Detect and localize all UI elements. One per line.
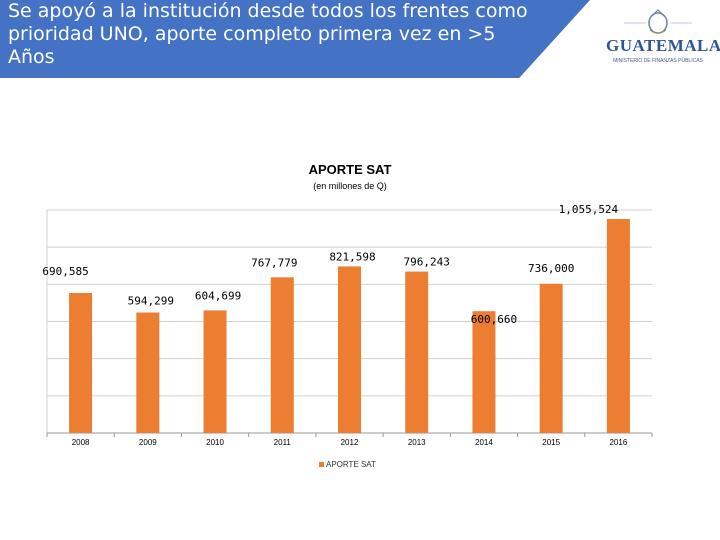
chart-title: APORTE SAT	[308, 162, 392, 177]
data-label-2010: 604,699	[195, 289, 241, 302]
legend-label: APORTE SAT	[326, 460, 376, 469]
slide-title: Se apoyó a la institución desde todos lo…	[8, 0, 528, 68]
data-label-2009: 594,299	[128, 295, 174, 308]
data-label-2008: 690,585	[42, 265, 88, 278]
data-label-2015: 736,000	[528, 262, 574, 275]
data-label-2013: 796,243	[404, 256, 450, 269]
x-tick-label-2016: 2016	[609, 438, 627, 447]
bar-chart: 690,585 2008 594,299 2009 604,699 2010 767,779…	[42, 203, 653, 447]
chart-legend: APORTE SAT	[319, 460, 376, 469]
bar-2008	[69, 292, 93, 433]
bar-2010	[203, 310, 227, 433]
x-tick-label-2015: 2015	[542, 438, 560, 447]
bar-2011	[270, 277, 294, 433]
x-tick-label-2010: 2010	[206, 438, 224, 447]
x-tick-label-2012: 2012	[341, 438, 359, 447]
data-label-2016: 1,055,524	[559, 203, 619, 216]
bar-2016	[606, 219, 630, 433]
x-tick-label-2008: 2008	[72, 438, 90, 447]
legend-swatch	[319, 462, 324, 468]
logo-subtext: MINISTERIO DE FINANZAS PÚBLICAS	[613, 58, 703, 64]
coat-of-arms-icon	[624, 9, 692, 34]
guatemala-logo: GUATEMALA MINISTERIO DE FINANZAS PÚBLICA…	[606, 6, 720, 70]
x-tick-label-2009: 2009	[139, 438, 157, 447]
logo-text: GUATEMALA	[606, 36, 720, 55]
header-blue-banner	[0, 0, 590, 78]
bar-2012	[338, 266, 361, 433]
data-label-2011: 767,779	[251, 256, 297, 269]
x-tick-label-2013: 2013	[408, 438, 426, 447]
bar-2014	[472, 311, 496, 433]
data-label-2012: 821,598	[329, 250, 375, 263]
data-label-2014: 600,660	[471, 313, 517, 326]
header-band: Se apoyó a la institución desde todos lo…	[0, 0, 720, 78]
x-tick-label-2011: 2011	[274, 438, 292, 447]
bar-2015	[539, 283, 563, 433]
x-tick-label-2014: 2014	[475, 438, 493, 447]
chart-subtitle: (en millones de Q)	[313, 181, 387, 191]
bar-2013	[405, 271, 429, 433]
bar-2009	[136, 312, 160, 433]
